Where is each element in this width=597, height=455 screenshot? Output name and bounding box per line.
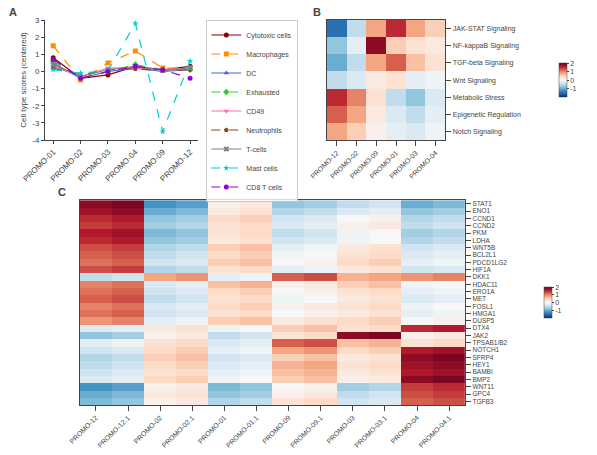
svg-text:PROMO-02.1: PROMO-02.1 bbox=[160, 414, 195, 449]
svg-text:FOSL1: FOSL1 bbox=[473, 303, 494, 310]
svg-text:WNT5B: WNT5B bbox=[473, 244, 496, 251]
svg-text:HIF1A: HIF1A bbox=[473, 266, 492, 273]
svg-text:STAT1: STAT1 bbox=[473, 200, 493, 207]
svg-text:PROMO-01: PROMO-01 bbox=[197, 414, 228, 445]
svg-text:A: A bbox=[9, 6, 17, 18]
svg-text:DTX4: DTX4 bbox=[473, 324, 490, 331]
svg-text:PROMO-04: PROMO-04 bbox=[389, 414, 420, 445]
svg-text:BCL2L1: BCL2L1 bbox=[473, 251, 497, 258]
svg-text:DUSP5: DUSP5 bbox=[473, 317, 495, 324]
svg-text:PROMO-02: PROMO-02 bbox=[329, 149, 360, 180]
svg-text:2: 2 bbox=[35, 33, 40, 42]
svg-text:Cell type scores (centered): Cell type scores (centered) bbox=[19, 32, 28, 128]
svg-text:BAMBI: BAMBI bbox=[473, 368, 493, 375]
svg-text:HEY1: HEY1 bbox=[473, 361, 490, 368]
svg-text:GPC4: GPC4 bbox=[473, 390, 491, 397]
svg-text:-1: -1 bbox=[570, 85, 576, 92]
svg-text:1: 1 bbox=[555, 291, 559, 298]
svg-text:NF-kappaB Signaling: NF-kappaB Signaling bbox=[453, 42, 519, 50]
svg-text:PROMO-03: PROMO-03 bbox=[388, 149, 419, 180]
svg-text:PROMO-01: PROMO-01 bbox=[368, 149, 399, 180]
svg-text:TPSAB1/B2: TPSAB1/B2 bbox=[473, 339, 508, 346]
svg-text:T-cells: T-cells bbox=[246, 146, 267, 153]
svg-text:WNT11: WNT11 bbox=[473, 383, 495, 390]
svg-text:Macrophages: Macrophages bbox=[246, 51, 289, 59]
svg-text:Epigenetic Regulation: Epigenetic Regulation bbox=[453, 111, 521, 119]
svg-text:CD8 T cells: CD8 T cells bbox=[246, 184, 282, 191]
svg-text:PROMO-04: PROMO-04 bbox=[408, 149, 439, 180]
svg-text:TGF-beta Signaling: TGF-beta Signaling bbox=[453, 59, 514, 67]
svg-text:PROMO-03.1: PROMO-03.1 bbox=[353, 414, 388, 449]
svg-text:Metabolic Stress: Metabolic Stress bbox=[453, 94, 505, 101]
svg-text:PROMO-09.1: PROMO-09.1 bbox=[289, 414, 324, 449]
svg-text:PROMO-09: PROMO-09 bbox=[131, 147, 167, 183]
svg-text:PROMO-02: PROMO-02 bbox=[49, 147, 85, 183]
svg-text:PROMO-03: PROMO-03 bbox=[325, 414, 356, 445]
svg-text:PROMO-12: PROMO-12 bbox=[309, 149, 340, 180]
svg-text:PROMO-12: PROMO-12 bbox=[158, 147, 194, 183]
svg-text:DKK1: DKK1 bbox=[473, 273, 490, 280]
svg-text:Mast cells: Mast cells bbox=[246, 165, 278, 172]
svg-text:2: 2 bbox=[570, 60, 574, 67]
svg-text:0: 0 bbox=[570, 77, 574, 84]
svg-text:MET: MET bbox=[473, 295, 487, 302]
svg-text:SFRP4: SFRP4 bbox=[473, 354, 494, 361]
svg-text:-3: -3 bbox=[32, 119, 40, 128]
svg-text:Exhausted: Exhausted bbox=[246, 89, 279, 96]
svg-text:CCND1: CCND1 bbox=[473, 215, 496, 222]
svg-text:BMP2: BMP2 bbox=[473, 376, 491, 383]
svg-text:Neutrophils: Neutrophils bbox=[246, 127, 282, 135]
svg-text:Cytotoxic cells: Cytotoxic cells bbox=[246, 32, 291, 40]
svg-text:PDCD1LG2: PDCD1LG2 bbox=[473, 259, 508, 266]
svg-text:JAK2: JAK2 bbox=[473, 332, 489, 339]
svg-text:ERO1A: ERO1A bbox=[473, 288, 496, 295]
svg-text:PKM: PKM bbox=[473, 229, 487, 236]
svg-text:0: 0 bbox=[555, 299, 559, 306]
svg-text:PROMO-09: PROMO-09 bbox=[261, 414, 292, 445]
svg-text:PROMO-12: PROMO-12 bbox=[68, 414, 99, 445]
svg-text:PROMO-09: PROMO-09 bbox=[349, 149, 380, 180]
svg-text:Wnt Signaling: Wnt Signaling bbox=[453, 77, 496, 85]
svg-text:-4: -4 bbox=[32, 136, 40, 145]
svg-text:HDAC11: HDAC11 bbox=[473, 281, 499, 288]
svg-text:PROMO-01.1: PROMO-01.1 bbox=[225, 414, 260, 449]
svg-text:DC: DC bbox=[246, 70, 256, 77]
svg-text:C: C bbox=[58, 186, 66, 198]
svg-text:LDHA: LDHA bbox=[473, 237, 491, 244]
svg-text:NOTCH1: NOTCH1 bbox=[473, 346, 500, 353]
svg-text:CD49: CD49 bbox=[246, 108, 264, 115]
svg-text:JAK-STAT Signaling: JAK-STAT Signaling bbox=[453, 25, 516, 33]
svg-text:PROMO-12.1: PROMO-12.1 bbox=[96, 414, 131, 449]
svg-text:PROMO-04.1: PROMO-04.1 bbox=[417, 414, 452, 449]
svg-text:-2: -2 bbox=[32, 102, 40, 111]
svg-text:PROMO-01: PROMO-01 bbox=[22, 147, 58, 183]
svg-text:ENO1: ENO1 bbox=[473, 207, 491, 214]
svg-text:-1: -1 bbox=[555, 307, 561, 314]
svg-text:1: 1 bbox=[570, 68, 574, 75]
svg-text:-1: -1 bbox=[32, 84, 40, 93]
svg-text:1: 1 bbox=[35, 50, 40, 59]
svg-text:0: 0 bbox=[35, 67, 40, 76]
svg-text:3: 3 bbox=[35, 16, 40, 25]
svg-text:PROMO-03: PROMO-03 bbox=[76, 147, 112, 183]
svg-text:B: B bbox=[313, 6, 321, 18]
svg-text:PROMO-02: PROMO-02 bbox=[133, 414, 164, 445]
svg-text:PROMO-04: PROMO-04 bbox=[104, 147, 140, 183]
svg-text:Notch Signaling: Notch Signaling bbox=[453, 128, 502, 136]
svg-text:CCND2: CCND2 bbox=[473, 222, 496, 229]
svg-text:HMGA1: HMGA1 bbox=[473, 310, 497, 317]
svg-text:2: 2 bbox=[555, 284, 559, 291]
svg-text:TGFB3: TGFB3 bbox=[473, 398, 494, 405]
